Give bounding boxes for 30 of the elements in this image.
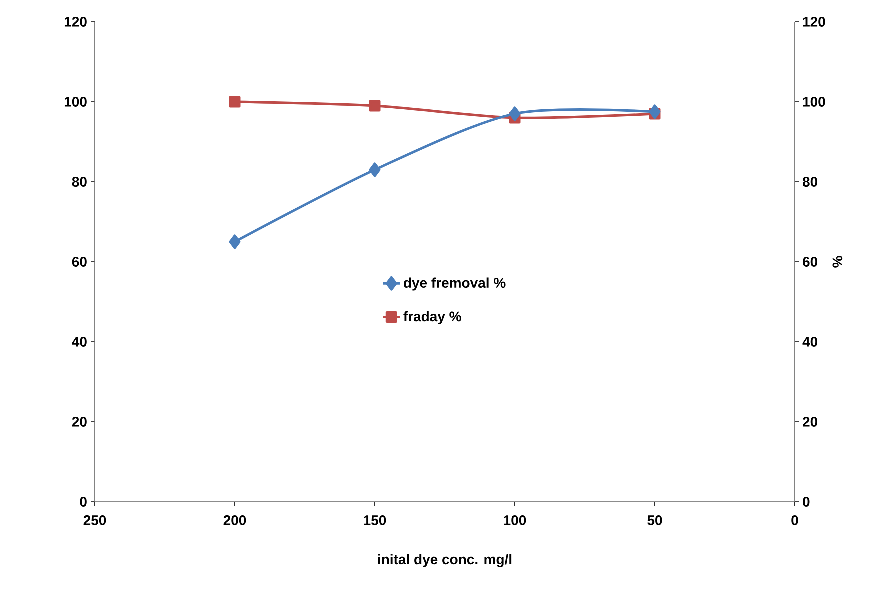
y-tick-label: 40 bbox=[72, 337, 87, 347]
y-tick-label: 120 bbox=[64, 17, 87, 27]
x-axis-title: inital dye conc. mg/l bbox=[378, 554, 512, 568]
legend-label: fraday % bbox=[404, 311, 462, 324]
y2-tick-label: 20 bbox=[803, 417, 818, 427]
y-tick-label: 0 bbox=[80, 497, 87, 507]
y2-tick-label: 0 bbox=[803, 497, 810, 507]
point bbox=[229, 234, 241, 250]
y2-axis-title: % bbox=[832, 256, 843, 268]
x-tick-label: 50 bbox=[648, 516, 662, 526]
y2-tick-label: 40 bbox=[802, 337, 818, 347]
x-tick-label: 100 bbox=[504, 516, 526, 526]
y-tick-label: 80 bbox=[72, 177, 87, 187]
x-tick-label: 200 bbox=[224, 516, 246, 526]
y2-tick-label: 80 bbox=[802, 177, 818, 187]
y2-tick-label: 120 bbox=[803, 17, 826, 27]
y2-tick-label: 60 bbox=[803, 257, 818, 267]
point bbox=[369, 162, 381, 178]
y-tick-label: 60 bbox=[72, 257, 87, 267]
point bbox=[229, 96, 241, 108]
x-tick-label: 150 bbox=[364, 516, 386, 526]
point bbox=[369, 100, 381, 112]
x-tick-label: 0 bbox=[792, 516, 798, 526]
y-tick-label: 20 bbox=[72, 417, 87, 427]
point bbox=[509, 106, 521, 122]
y2-tick-label: 100 bbox=[803, 97, 826, 107]
point bbox=[649, 104, 661, 120]
y-tick-label: 100 bbox=[64, 97, 87, 107]
x-tick-label: 250 bbox=[84, 516, 106, 526]
legend-label: dye fremoval % bbox=[404, 278, 506, 291]
